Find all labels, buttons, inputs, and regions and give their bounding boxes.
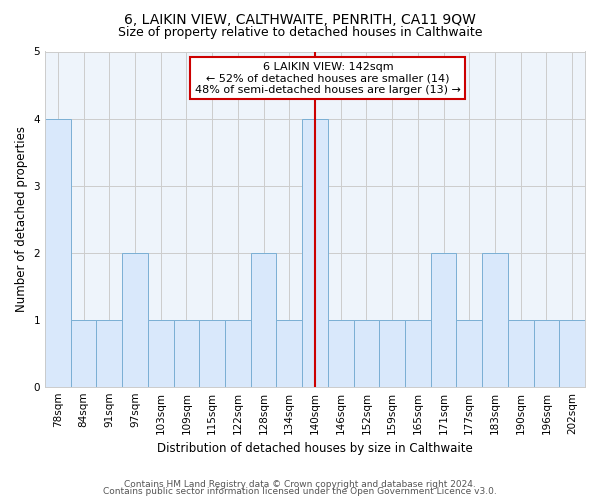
- Bar: [225, 320, 251, 386]
- Bar: [533, 320, 559, 386]
- Bar: [45, 118, 71, 386]
- Bar: [199, 320, 225, 386]
- Bar: [97, 320, 122, 386]
- Bar: [251, 252, 277, 386]
- Bar: [431, 252, 457, 386]
- Text: 6 LAIKIN VIEW: 142sqm
← 52% of detached houses are smaller (14)
48% of semi-deta: 6 LAIKIN VIEW: 142sqm ← 52% of detached …: [195, 62, 461, 95]
- Bar: [148, 320, 173, 386]
- Bar: [405, 320, 431, 386]
- Text: Size of property relative to detached houses in Calthwaite: Size of property relative to detached ho…: [118, 26, 482, 39]
- Bar: [122, 252, 148, 386]
- Bar: [173, 320, 199, 386]
- Text: Contains HM Land Registry data © Crown copyright and database right 2024.: Contains HM Land Registry data © Crown c…: [124, 480, 476, 489]
- Y-axis label: Number of detached properties: Number of detached properties: [15, 126, 28, 312]
- Text: 6, LAIKIN VIEW, CALTHWAITE, PENRITH, CA11 9QW: 6, LAIKIN VIEW, CALTHWAITE, PENRITH, CA1…: [124, 12, 476, 26]
- Bar: [482, 252, 508, 386]
- Bar: [457, 320, 482, 386]
- Bar: [379, 320, 405, 386]
- Bar: [508, 320, 533, 386]
- Bar: [277, 320, 302, 386]
- Bar: [328, 320, 353, 386]
- Bar: [302, 118, 328, 386]
- X-axis label: Distribution of detached houses by size in Calthwaite: Distribution of detached houses by size …: [157, 442, 473, 455]
- Bar: [559, 320, 585, 386]
- Text: Contains public sector information licensed under the Open Government Licence v3: Contains public sector information licen…: [103, 488, 497, 496]
- Bar: [71, 320, 97, 386]
- Bar: [353, 320, 379, 386]
